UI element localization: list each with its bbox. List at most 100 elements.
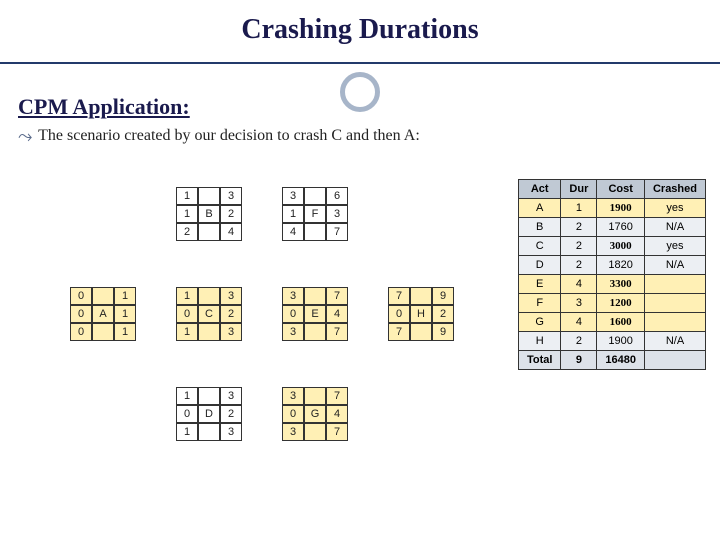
table-cell: 1900 xyxy=(597,199,645,218)
node-E: 370E437 xyxy=(282,287,348,341)
table-cell: H xyxy=(518,332,560,351)
table-header: Dur xyxy=(561,180,597,199)
table-cell: 2 xyxy=(561,218,597,237)
node-cell: 4 xyxy=(220,223,242,241)
table-cell: 16480 xyxy=(597,351,645,370)
node-cell: 1 xyxy=(176,287,198,305)
table-cell: 2 xyxy=(561,332,597,351)
node-cell: 9 xyxy=(432,323,454,341)
node-cell xyxy=(304,387,326,405)
table-header: Cost xyxy=(597,180,645,199)
table-cell: 1 xyxy=(561,199,597,218)
node-cell: 7 xyxy=(388,323,410,341)
node-cell: 0 xyxy=(70,287,92,305)
table-row: C23000yes xyxy=(518,237,705,256)
table-cell: N/A xyxy=(644,218,705,237)
table-row: A11900yes xyxy=(518,199,705,218)
circle-decoration xyxy=(340,72,380,112)
cost-table: ActDurCostCrashed A11900yesB21760N/AC230… xyxy=(518,179,706,370)
node-cell xyxy=(410,323,432,341)
node-cell: 3 xyxy=(282,323,304,341)
node-cell xyxy=(198,423,220,441)
node-cell: 2 xyxy=(220,205,242,223)
page-title: Crashing Durations xyxy=(0,14,720,46)
node-cell: 9 xyxy=(432,287,454,305)
node-cell: 1 xyxy=(176,323,198,341)
table-cell: 4 xyxy=(561,313,597,332)
table-cell: N/A xyxy=(644,256,705,275)
node-cell: 0 xyxy=(282,405,304,423)
node-cell: F xyxy=(304,205,326,223)
node-cell: 0 xyxy=(282,305,304,323)
node-cell: 2 xyxy=(220,305,242,323)
table-row: E43300 xyxy=(518,275,705,294)
node-cell: 7 xyxy=(326,323,348,341)
node-cell xyxy=(198,387,220,405)
node-cell: E xyxy=(304,305,326,323)
table-cell: D xyxy=(518,256,560,275)
node-cell xyxy=(198,323,220,341)
node-B: 131B224 xyxy=(176,187,242,241)
table-cell xyxy=(644,313,705,332)
node-cell: 2 xyxy=(176,223,198,241)
node-cell xyxy=(92,287,114,305)
table-cell: B xyxy=(518,218,560,237)
table-row: B21760N/A xyxy=(518,218,705,237)
node-cell: G xyxy=(304,405,326,423)
node-cell: B xyxy=(198,205,220,223)
table-cell: 9 xyxy=(561,351,597,370)
node-cell: 3 xyxy=(282,423,304,441)
content-area: 010A101131B224130C213130D213370E437361F3… xyxy=(0,169,720,509)
node-cell: 0 xyxy=(176,405,198,423)
node-cell: 1 xyxy=(176,205,198,223)
table-cell xyxy=(644,275,705,294)
node-cell: 1 xyxy=(176,423,198,441)
node-cell xyxy=(410,287,432,305)
table-cell: A xyxy=(518,199,560,218)
table-row: F31200 xyxy=(518,294,705,313)
node-cell: 0 xyxy=(176,305,198,323)
node-cell: 0 xyxy=(388,305,410,323)
node-cell: 3 xyxy=(220,387,242,405)
table-cell: 1900 xyxy=(597,332,645,351)
table-cell: yes xyxy=(644,237,705,256)
node-G: 370G437 xyxy=(282,387,348,441)
table-cell: 2 xyxy=(561,256,597,275)
node-cell: 3 xyxy=(220,287,242,305)
table-header: Act xyxy=(518,180,560,199)
node-cell: H xyxy=(410,305,432,323)
node-cell: 4 xyxy=(326,305,348,323)
node-A: 010A101 xyxy=(70,287,136,341)
node-cell xyxy=(304,423,326,441)
table-cell: N/A xyxy=(644,332,705,351)
table-row: D21820N/A xyxy=(518,256,705,275)
node-cell xyxy=(92,323,114,341)
node-cell: 3 xyxy=(220,423,242,441)
table-cell: 4 xyxy=(561,275,597,294)
table-cell: F xyxy=(518,294,560,313)
node-cell: 0 xyxy=(70,323,92,341)
table-row: H21900N/A xyxy=(518,332,705,351)
node-cell: 7 xyxy=(326,287,348,305)
node-cell xyxy=(198,187,220,205)
node-cell: 1 xyxy=(114,323,136,341)
node-cell: 3 xyxy=(282,387,304,405)
table-cell: G xyxy=(518,313,560,332)
table-row: G41600 xyxy=(518,313,705,332)
table-cell: 1200 xyxy=(597,294,645,313)
node-cell xyxy=(198,287,220,305)
table-cell: 2 xyxy=(561,237,597,256)
table-cell: C xyxy=(518,237,560,256)
node-cell xyxy=(304,323,326,341)
node-cell: 1 xyxy=(282,205,304,223)
node-cell: 3 xyxy=(220,323,242,341)
body-span: The scenario created by our decision to … xyxy=(38,127,420,144)
node-cell xyxy=(304,223,326,241)
node-cell: 7 xyxy=(326,423,348,441)
title-underline xyxy=(0,62,720,64)
node-cell: 6 xyxy=(326,187,348,205)
node-cell: 2 xyxy=(220,405,242,423)
node-cell: 1 xyxy=(114,287,136,305)
node-cell: 4 xyxy=(326,405,348,423)
table-cell: 1760 xyxy=(597,218,645,237)
